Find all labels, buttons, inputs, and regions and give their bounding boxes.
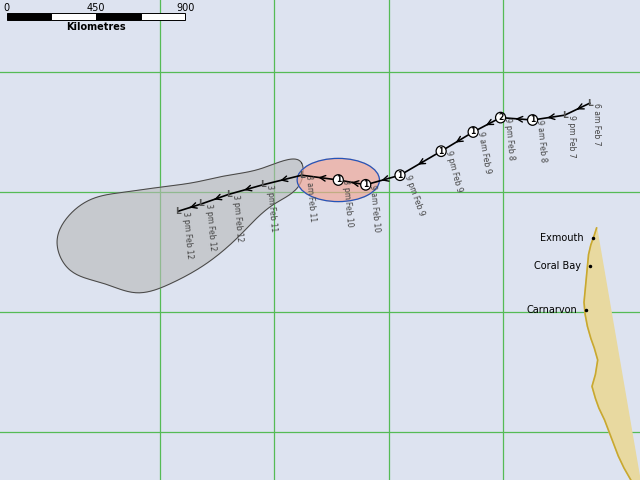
Bar: [141, 13, 185, 21]
Text: 9 pm Feb 9: 9 pm Feb 9: [403, 174, 426, 217]
Circle shape: [361, 180, 371, 190]
Text: 9 pm Feb 7: 9 pm Feb 7: [567, 115, 576, 158]
Text: 450: 450: [87, 3, 105, 13]
Text: L: L: [226, 190, 232, 199]
Text: L: L: [587, 99, 593, 108]
Text: 900: 900: [176, 3, 195, 13]
Text: 3 pm Feb 12: 3 pm Feb 12: [204, 204, 216, 252]
Text: 0: 0: [4, 3, 10, 13]
Text: Coral Bay: Coral Bay: [534, 262, 580, 271]
Text: 2: 2: [498, 113, 503, 122]
Text: 1: 1: [397, 171, 403, 180]
Polygon shape: [584, 228, 640, 480]
Text: 3 am Feb 11: 3 am Feb 11: [304, 175, 317, 223]
Text: 9 pm Feb 9: 9 pm Feb 9: [444, 150, 463, 193]
Polygon shape: [57, 159, 303, 293]
Text: 1: 1: [470, 128, 476, 136]
Circle shape: [395, 170, 405, 180]
Text: 3 pm Feb 10: 3 pm Feb 10: [340, 180, 354, 228]
Text: L: L: [175, 207, 181, 216]
Text: 1: 1: [438, 147, 444, 156]
Text: 1: 1: [335, 176, 341, 184]
Text: 6 am Feb 7: 6 am Feb 7: [592, 103, 601, 146]
Circle shape: [468, 127, 478, 137]
Text: 1: 1: [530, 116, 535, 124]
Circle shape: [436, 146, 446, 156]
Text: Exmouth: Exmouth: [540, 233, 584, 242]
Circle shape: [527, 115, 538, 125]
Text: L: L: [198, 200, 204, 208]
Text: 3 pm Feb 11: 3 pm Feb 11: [265, 184, 278, 232]
Bar: [96, 13, 141, 21]
Text: L: L: [260, 180, 266, 189]
Text: 3 pm Feb 12: 3 pm Feb 12: [180, 211, 194, 259]
Circle shape: [333, 175, 343, 185]
Text: L: L: [562, 111, 568, 120]
Text: L: L: [299, 171, 305, 180]
Bar: [7, 13, 51, 21]
Circle shape: [495, 112, 506, 123]
Text: 9 am Feb 8: 9 am Feb 8: [535, 120, 548, 163]
Text: 9 am Feb 10: 9 am Feb 10: [368, 184, 381, 232]
Text: 9 am Feb 9: 9 am Feb 9: [476, 131, 492, 175]
Ellipse shape: [297, 158, 380, 202]
Text: 9 pm Feb 8: 9 pm Feb 8: [503, 117, 516, 160]
Text: 1: 1: [363, 180, 369, 189]
Text: Kilometres: Kilometres: [66, 22, 126, 32]
Text: 3 pm Feb 12: 3 pm Feb 12: [231, 194, 244, 242]
Text: Carnarvon: Carnarvon: [526, 305, 577, 314]
Bar: [51, 13, 96, 21]
